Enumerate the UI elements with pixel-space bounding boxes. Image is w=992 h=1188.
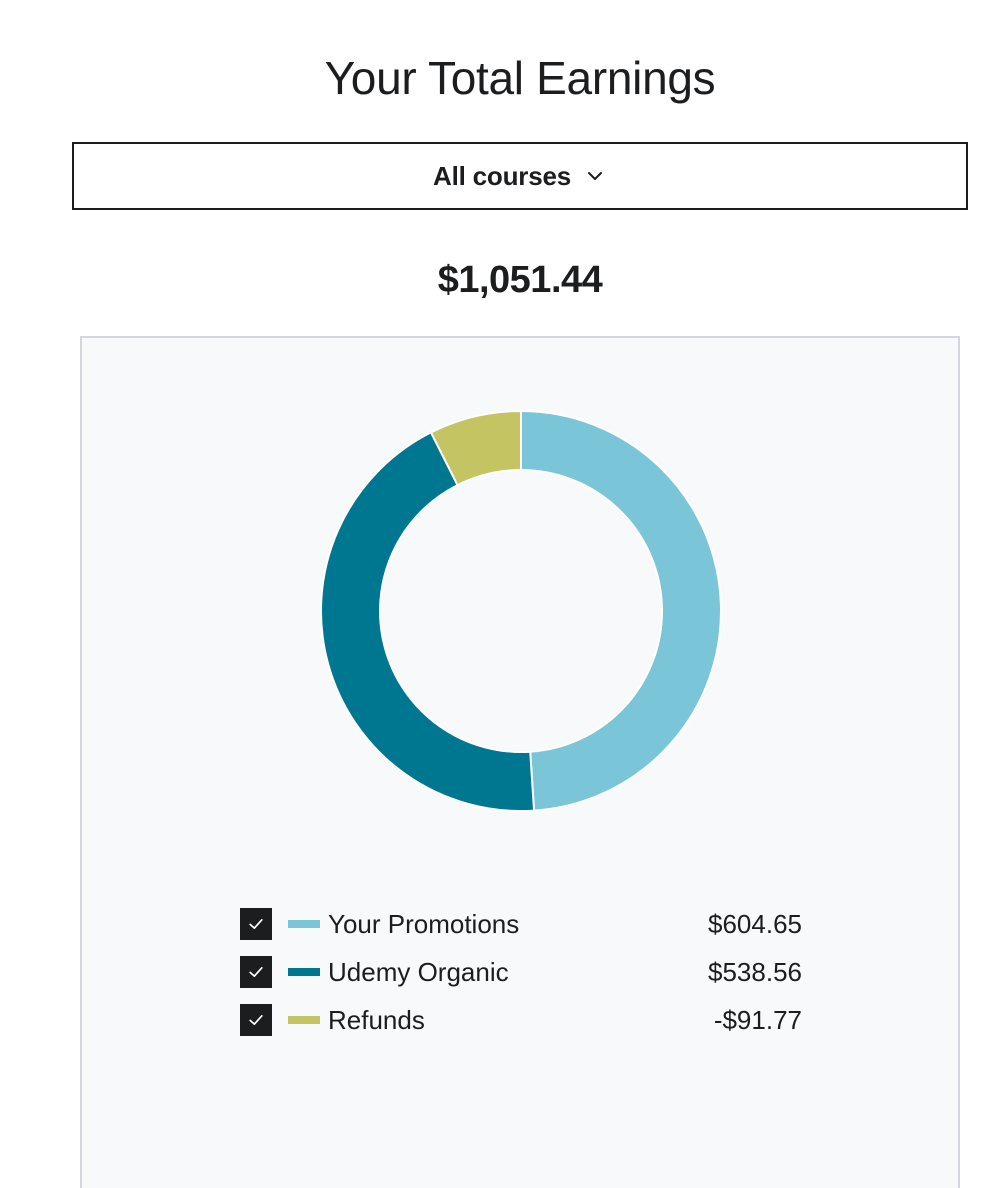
- donut-svg: [320, 410, 722, 812]
- organic-checkbox[interactable]: [240, 956, 272, 988]
- legend-label: Refunds: [328, 1005, 425, 1035]
- chart-legend: Your Promotions $604.65 Udemy Organic $5…: [240, 900, 802, 1044]
- legend-row-organic: Udemy Organic $538.56: [240, 948, 802, 996]
- check-icon: [249, 967, 263, 977]
- earnings-donut-chart: [320, 410, 722, 812]
- legend-swatch: [288, 920, 320, 928]
- donut-slice-your-promotions[interactable]: [520, 410, 722, 812]
- legend-row-promotions: Your Promotions $604.65: [240, 900, 802, 948]
- course-filter-label: All courses: [433, 160, 571, 191]
- legend-value: $604.65: [708, 909, 802, 939]
- check-icon: [249, 1015, 263, 1025]
- earnings-chart-panel: Your Promotions $604.65 Udemy Organic $5…: [80, 336, 960, 1188]
- legend-swatch: [288, 968, 320, 976]
- legend-swatch: [288, 1016, 320, 1024]
- donut-slice-refunds[interactable]: [429, 410, 522, 487]
- chevron-down-icon: [583, 164, 607, 188]
- check-icon: [249, 919, 263, 929]
- promotions-checkbox[interactable]: [240, 908, 272, 940]
- legend-label: Udemy Organic: [328, 957, 509, 987]
- legend-row-refunds: Refunds -$91.77: [240, 996, 802, 1044]
- refunds-checkbox[interactable]: [240, 1004, 272, 1036]
- legend-value: $538.56: [708, 957, 802, 987]
- donut-slice-udemy-organic[interactable]: [320, 431, 536, 812]
- course-filter-dropdown[interactable]: All courses: [72, 142, 968, 210]
- legend-value: -$91.77: [713, 1005, 802, 1035]
- page-title: Your Total Earnings: [324, 52, 716, 104]
- total-earnings-value: $1,051.44: [437, 259, 603, 301]
- legend-label: Your Promotions: [328, 909, 520, 939]
